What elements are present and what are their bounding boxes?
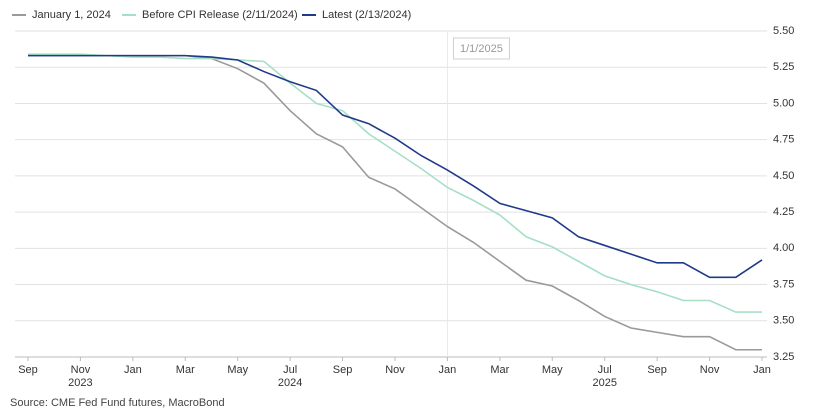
x-tick-label: Nov: [700, 364, 720, 376]
y-tick-label: 3.50: [773, 315, 794, 327]
series-line: [28, 54, 762, 351]
x-tick-label: Sep: [18, 364, 38, 376]
y-tick-label: 3.75: [773, 278, 794, 290]
annotation-box: [452, 37, 510, 60]
y-tick-label: 3.25: [773, 351, 794, 363]
legend-label: Before CPI Release (2/11/2024): [142, 9, 298, 21]
annotation-label: 1/1/2025: [460, 43, 503, 55]
source-note: Source: CME Fed Fund futures, MacroBond: [10, 397, 225, 409]
series-line: [28, 53, 762, 313]
x-tick-label: Nov: [385, 364, 405, 376]
y-tick-label: 4.00: [773, 242, 794, 254]
y-tick-label: 5.25: [773, 61, 794, 73]
x-tick-label: May: [227, 364, 248, 376]
x-year-label: 2025: [592, 377, 616, 389]
y-tick-label: 4.25: [773, 206, 794, 218]
y-tick-label: 4.75: [773, 134, 794, 146]
legend-label: January 1, 2024: [32, 9, 111, 21]
legend-label: Latest (2/13/2024): [322, 9, 411, 21]
y-tick-label: 5.00: [773, 97, 794, 109]
x-tick-label: Mar: [176, 364, 195, 376]
x-tick-label: Sep: [333, 364, 353, 376]
y-tick-label: 5.50: [773, 25, 794, 37]
x-year-label: 2024: [278, 377, 302, 389]
x-tick-label: Jul: [598, 364, 612, 376]
x-tick-label: Jan: [439, 364, 457, 376]
x-tick-label: May: [542, 364, 563, 376]
y-tick-label: 4.50: [773, 170, 794, 182]
x-tick-label: Nov: [71, 364, 91, 376]
x-tick-label: Jul: [283, 364, 297, 376]
x-tick-label: Mar: [490, 364, 509, 376]
x-tick-label: Jan: [124, 364, 142, 376]
x-year-label: 2023: [68, 377, 92, 389]
x-tick-label: Sep: [647, 364, 667, 376]
series-line: [28, 54, 763, 279]
x-tick-label: Jan: [753, 364, 771, 376]
